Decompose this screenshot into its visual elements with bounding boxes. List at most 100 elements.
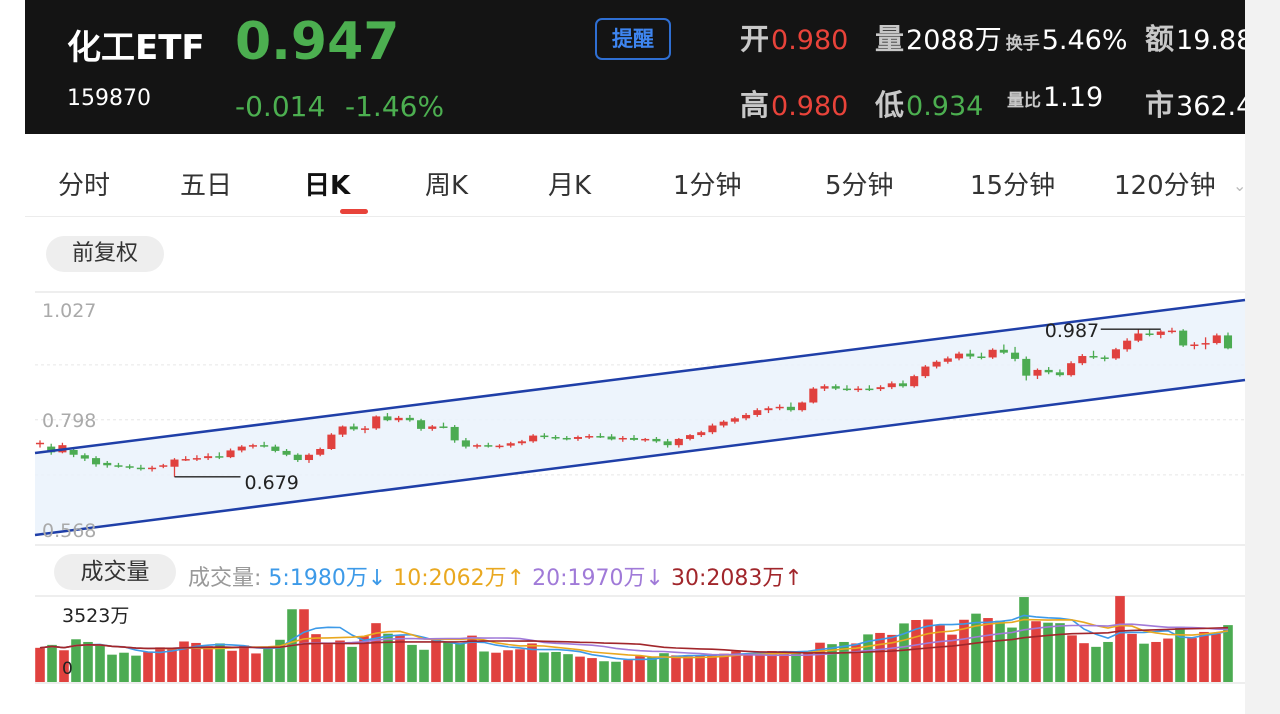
volume-bar — [395, 635, 405, 682]
volume-bar — [119, 652, 129, 682]
volume-bar — [107, 654, 117, 682]
volume-indicator-button[interactable]: 成交量 — [54, 554, 176, 590]
candle — [148, 465, 157, 472]
candle — [1044, 367, 1053, 375]
tab-weekly-k[interactable]: 周K — [425, 171, 469, 201]
candle — [943, 356, 952, 364]
trend-channel-fill — [35, 300, 1245, 535]
candle — [1201, 337, 1210, 350]
volume-bar — [539, 652, 549, 682]
tab-1min[interactable]: 1分钟 — [673, 171, 742, 201]
candle — [394, 415, 403, 423]
volume-bars — [35, 596, 1233, 682]
tab-five-day[interactable]: 五日 — [180, 171, 233, 201]
candle — [1145, 329, 1154, 337]
adjust-button[interactable]: 前复权 — [46, 236, 164, 272]
candle — [898, 380, 908, 388]
volume-bar — [1103, 641, 1113, 682]
volume-bar — [875, 632, 885, 682]
candle — [181, 456, 190, 461]
tab-intraday[interactable]: 分时 — [58, 171, 111, 201]
y-tick-label: 0.798 — [42, 410, 96, 432]
volume-bar — [95, 645, 105, 682]
candle — [865, 385, 874, 392]
candle — [282, 448, 291, 457]
candle — [1033, 368, 1042, 380]
volume-bar — [323, 644, 333, 682]
volume-bar — [563, 654, 573, 682]
high-marker-label: 0.987 — [1045, 320, 1099, 342]
volume-ma30: 30:2083万↑ — [670, 566, 803, 591]
candle — [316, 447, 325, 457]
volume-bar — [1175, 626, 1185, 682]
security-name: 化工ETF — [67, 28, 205, 68]
candle — [327, 433, 336, 450]
volume-bar — [239, 645, 249, 682]
candle — [562, 436, 571, 441]
volume-bar — [791, 651, 801, 682]
candle — [383, 413, 392, 422]
candle — [506, 441, 515, 448]
candle — [629, 435, 639, 441]
tab-5min[interactable]: 5分钟 — [825, 171, 894, 201]
stat-volume: 量2088万 换手5.46% — [875, 16, 1128, 58]
stat-amount: 额19.88 — [1145, 16, 1245, 58]
volume-bar — [623, 660, 633, 682]
tab-120min[interactable]: 120分钟 — [1114, 171, 1216, 201]
trend-channel-upper-line — [34, 298, 1246, 455]
tab-daily-k[interactable]: 日K — [304, 171, 351, 201]
volume-bar — [851, 643, 861, 682]
volume-bar — [491, 652, 501, 682]
volume-bar — [635, 656, 645, 682]
volume-bar — [719, 653, 729, 682]
volume-bar — [299, 609, 309, 682]
stat-mktcap: 市362.4 — [1145, 82, 1245, 124]
stat-mktcap-value: 362.4 — [1176, 91, 1245, 122]
candle — [204, 453, 213, 461]
last-price: 0.947 — [235, 12, 400, 72]
alert-button[interactable]: 提醒 — [595, 18, 671, 60]
stat-high: 高0.980 — [740, 82, 848, 124]
volume-bar — [347, 646, 357, 682]
volume-bar — [995, 620, 1005, 682]
tab-15min[interactable]: 15分钟 — [970, 171, 1056, 201]
candle — [921, 365, 930, 379]
chevron-down-icon[interactable]: ⌄ — [1233, 176, 1247, 195]
candle — [977, 352, 986, 360]
volume-bar — [467, 635, 477, 682]
candle — [170, 458, 179, 477]
candle — [226, 448, 235, 459]
volume-bar — [935, 625, 945, 682]
candle — [80, 453, 89, 461]
volume-bar — [659, 653, 669, 682]
tab-monthly-k[interactable]: 月K — [548, 171, 592, 201]
candle — [775, 404, 784, 411]
candle — [1100, 355, 1109, 362]
candle — [1156, 330, 1165, 339]
candle — [529, 434, 538, 443]
volume-bar — [83, 641, 93, 682]
candle — [473, 443, 482, 449]
candle — [1167, 327, 1176, 334]
candle — [798, 401, 807, 412]
volume-bar — [263, 649, 273, 682]
volume-bar — [1139, 643, 1149, 682]
volume-bar — [887, 634, 897, 682]
right-edge — [1245, 0, 1280, 714]
candle — [854, 386, 863, 392]
volume-bar — [1127, 633, 1137, 682]
volume-bar — [227, 650, 237, 682]
candle — [730, 416, 739, 424]
candle — [674, 437, 683, 448]
candle — [1179, 329, 1188, 347]
candle — [338, 425, 347, 438]
candle — [708, 423, 717, 435]
stat-high-value: 0.980 — [771, 91, 849, 122]
volume-bar — [575, 656, 585, 682]
candle — [831, 384, 840, 391]
volume-ma10: 10:2062万↑ — [393, 566, 526, 591]
price-change-pct: -1.46% — [345, 90, 445, 123]
candle — [1223, 332, 1233, 350]
candle — [999, 344, 1008, 355]
